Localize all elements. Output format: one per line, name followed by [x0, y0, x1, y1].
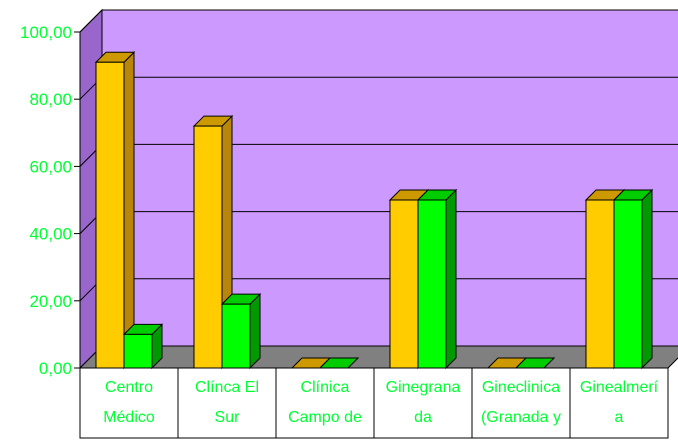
bar: [123, 333, 153, 369]
x-category-label: Clínica: [301, 379, 350, 396]
bar-side: [445, 188, 457, 370]
y-tick-label: 40,00: [29, 225, 72, 244]
y-tick-label: 0,00: [39, 359, 72, 378]
x-category-label: Ginealmerí: [580, 379, 659, 396]
bar: [95, 61, 125, 369]
bar: [193, 125, 223, 369]
y-tick-label: 60,00: [29, 157, 72, 176]
bar: [389, 199, 419, 369]
x-category-label: Ginegrana: [386, 379, 461, 396]
bar: [585, 199, 615, 369]
x-category-label: Centro: [105, 379, 153, 396]
y-tick-label: 20,00: [29, 292, 72, 311]
bar-top: [514, 357, 556, 369]
y-tick-label: 80,00: [29, 90, 72, 109]
bar-side: [641, 188, 653, 370]
x-category-label: Gineclinica: [482, 379, 560, 396]
bar: [417, 199, 447, 369]
bar: [221, 303, 251, 369]
x-category-label: (Granada y: [481, 409, 561, 426]
x-category-label: Sur: [215, 409, 241, 426]
y-tick-label: 100,00: [20, 23, 72, 42]
bar-side: [249, 292, 261, 370]
x-category-label: Clínca El: [195, 379, 259, 396]
gridline: [79, 9, 678, 33]
x-category-label: Campo de: [288, 409, 362, 426]
bar-top: [318, 357, 360, 369]
bar: [613, 199, 643, 369]
x-category-label: Médico: [103, 409, 155, 426]
bar-side: [123, 51, 135, 370]
x-category-label: a: [615, 409, 624, 426]
x-category-label: da: [414, 409, 432, 426]
